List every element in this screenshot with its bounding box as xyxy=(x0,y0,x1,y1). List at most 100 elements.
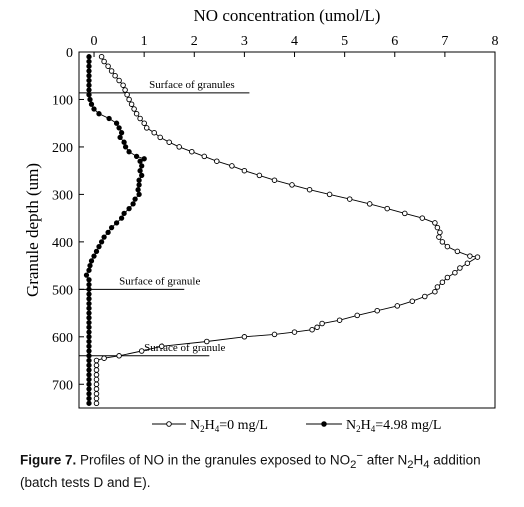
series-1-point xyxy=(241,334,248,340)
y-tick-label: 500 xyxy=(52,283,73,298)
series-2-point xyxy=(86,77,92,84)
series-1-point xyxy=(214,158,220,164)
series-1-point xyxy=(101,355,107,361)
series-1-point xyxy=(409,298,416,304)
series-2-point xyxy=(86,334,92,340)
series-1-point xyxy=(454,248,461,255)
series-2-point xyxy=(86,82,92,88)
y-tick-label: 300 xyxy=(52,188,73,203)
series-2-point xyxy=(86,92,92,98)
no-profile-chart: NO concentration (umol/L) Granule depth … xyxy=(23,6,499,434)
series-1-point xyxy=(93,362,100,369)
series-1-point xyxy=(126,96,132,103)
series-2-point xyxy=(86,63,92,69)
series-1-point xyxy=(464,260,471,266)
series-1-point xyxy=(289,182,295,188)
series-2-point xyxy=(86,357,92,364)
series-2-point xyxy=(137,158,143,164)
series-2-point xyxy=(137,168,143,174)
series-2-point xyxy=(96,243,102,250)
series-1-point xyxy=(143,125,150,131)
series-2-point xyxy=(86,315,92,321)
series-1-point xyxy=(314,324,320,331)
caption-sup-a: − xyxy=(356,450,363,462)
series-2-point xyxy=(86,281,92,288)
y-tick-label: 100 xyxy=(52,93,73,108)
series-2-point xyxy=(86,362,92,368)
series-1-point xyxy=(93,395,100,402)
series-2-point xyxy=(130,201,136,207)
series-2-point xyxy=(132,196,138,202)
series-2-point xyxy=(86,395,92,402)
series-2-point xyxy=(86,353,92,359)
series-1-point xyxy=(422,293,428,300)
axis-ticks: 0 1 2 3 4 5 6 7 8 0 100 200 300 400 500 600 700 xyxy=(52,34,499,393)
series-2-point xyxy=(105,229,111,236)
series-2-point xyxy=(86,310,92,316)
series-2-point xyxy=(113,120,120,126)
series-2-point xyxy=(139,172,145,179)
series-1-point xyxy=(116,353,122,359)
surface-label: Surface of granule xyxy=(119,275,200,287)
series-1-point xyxy=(229,163,235,169)
series-1-point xyxy=(122,87,128,93)
series-2-point xyxy=(126,149,132,155)
legend-label-series2: N2H4=4.98 mg/L xyxy=(346,418,441,434)
x-tick-label: 5 xyxy=(341,34,348,49)
series-markers xyxy=(83,53,481,407)
annotations: Surface of granules Surface of granule Sur… xyxy=(79,79,250,357)
x-tick-label: 6 xyxy=(391,34,398,49)
series-2-point xyxy=(87,96,93,103)
series-2-point xyxy=(87,262,93,269)
series-1-point xyxy=(141,120,147,126)
series-1-point xyxy=(108,68,115,74)
series-1-point xyxy=(394,303,401,309)
series-1-point xyxy=(384,205,390,212)
series-2-point xyxy=(86,300,92,307)
series-1-point xyxy=(326,191,333,198)
series-2-point xyxy=(86,68,92,74)
series-2-point xyxy=(86,376,92,383)
series-1-point xyxy=(201,153,208,160)
series-1-point xyxy=(138,348,145,354)
series-1-point xyxy=(432,288,438,295)
caption-sub-c: 4 xyxy=(423,459,430,472)
series-1-point xyxy=(93,367,100,373)
series-2-point xyxy=(91,253,97,259)
series-1-point xyxy=(124,91,130,98)
series-1-point xyxy=(93,391,100,397)
series-2-point xyxy=(106,115,112,122)
surface-label: Surface of granules xyxy=(149,79,235,91)
series-1-point xyxy=(457,265,463,271)
series-2-point xyxy=(121,210,127,217)
y-tick-label: 700 xyxy=(52,378,73,393)
series-1-point xyxy=(131,106,137,112)
series-2-point xyxy=(126,205,132,212)
series-1-point xyxy=(402,210,408,217)
series-1-point xyxy=(309,326,315,333)
series-1-point xyxy=(93,400,100,407)
series-1-point xyxy=(291,329,298,335)
series-1-point xyxy=(157,134,163,141)
series-1-point xyxy=(439,239,446,245)
y-tick-label: 600 xyxy=(52,331,73,346)
series-2-point xyxy=(86,286,92,292)
series-2-point xyxy=(86,348,92,354)
series-1-point xyxy=(93,376,100,383)
series-2-point xyxy=(93,248,100,255)
series-1-point xyxy=(474,254,481,260)
series-1-point xyxy=(346,196,353,202)
series-2-point xyxy=(86,277,92,283)
series-1-point xyxy=(112,72,118,79)
figure-caption: Figure 7. Profiles of NO in the granules… xyxy=(20,448,510,491)
series-1-point xyxy=(444,274,451,281)
series-2-point xyxy=(86,338,92,345)
surface-label: Surface of granule xyxy=(144,342,225,354)
series-1-point xyxy=(158,343,165,350)
series-2-point xyxy=(133,153,140,160)
series-1-point xyxy=(128,101,135,107)
series-2-point xyxy=(83,272,90,278)
series-1-point xyxy=(93,381,100,388)
caption-text-b: after N xyxy=(363,452,408,468)
series-1-point xyxy=(452,269,458,276)
